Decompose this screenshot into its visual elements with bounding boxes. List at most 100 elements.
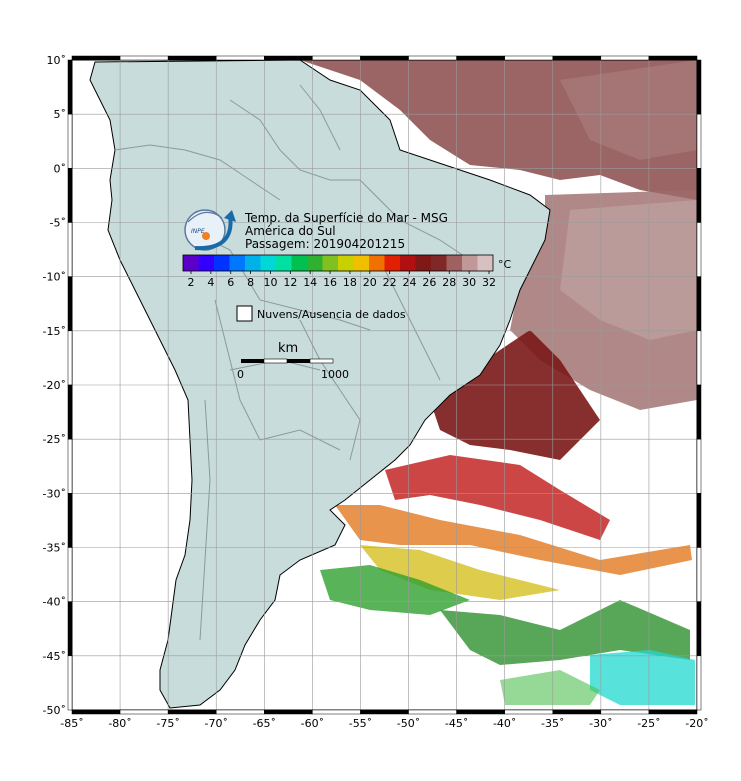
x-tick-label: -35˚ bbox=[541, 717, 564, 730]
colorbar-tick-label: 10 bbox=[263, 276, 277, 289]
frame-bar-bottom bbox=[456, 709, 505, 715]
inpe-logo: INPE bbox=[184, 209, 236, 251]
frame-bar-left bbox=[67, 276, 73, 332]
sst-patch-cyan bbox=[590, 650, 695, 705]
frame-bar-right bbox=[696, 384, 702, 440]
frame-bar-top bbox=[167, 55, 217, 61]
frame-bar-bottom bbox=[312, 709, 361, 715]
colorbar-tick-label: 4 bbox=[207, 276, 214, 289]
y-tick-label: -30˚ bbox=[43, 487, 66, 500]
frame-bar-bottom bbox=[600, 709, 650, 715]
colorbar: 2 4 6 8 10 12 14 16 18 20 22 24 26 28 30 32 °C bbox=[182, 254, 512, 289]
colorbar-tick-label: 12 bbox=[283, 276, 297, 289]
colorbar-ticks: 2 4 6 8 10 12 14 16 18 20 22 24 26 28 30 32 bbox=[188, 271, 496, 289]
colorbar-swatch bbox=[338, 255, 354, 271]
colorbar-swatch bbox=[183, 255, 199, 271]
y-tick-label: 0˚ bbox=[54, 162, 67, 175]
frame-bar-left bbox=[67, 384, 73, 440]
y-tick-label: -20˚ bbox=[43, 379, 66, 392]
colorbar-swatch bbox=[353, 255, 370, 271]
logo-arrow bbox=[224, 210, 236, 222]
frame-bar-bottom bbox=[648, 709, 698, 715]
x-tick-label: -75˚ bbox=[156, 717, 179, 730]
frame-bar-right bbox=[696, 330, 702, 386]
frame-bar-right bbox=[696, 222, 702, 277]
scale-unit: km bbox=[278, 341, 298, 356]
scale-start: 0 bbox=[237, 368, 244, 381]
frame-bar-right bbox=[696, 547, 702, 602]
colorbar-unit: °C bbox=[498, 258, 512, 271]
title-line-2: América do Sul bbox=[245, 224, 336, 238]
frame-bar-top bbox=[648, 55, 698, 61]
y-axis-labels: 10˚ 5˚ 0˚ -5˚ -10˚ -15˚ -20˚ -25˚ -30˚ -35˚ -40˚ -4… bbox=[43, 54, 66, 717]
x-tick-label: -60˚ bbox=[301, 717, 324, 730]
frame-bar-bottom bbox=[360, 709, 409, 715]
frame-bar-left bbox=[67, 493, 73, 548]
sst-patch-yellow bbox=[360, 545, 560, 600]
no-data-label: Nuvens/Ausencia de dados bbox=[257, 308, 406, 321]
y-tick-label: -45˚ bbox=[43, 650, 66, 663]
x-tick-label: -20˚ bbox=[685, 717, 708, 730]
colorbar-tick-label: 6 bbox=[227, 276, 234, 289]
logo-text: INPE bbox=[191, 228, 205, 235]
frame-bar-bottom bbox=[552, 709, 602, 715]
frame-bar-left bbox=[67, 113, 73, 169]
colorbar-tick-label: 30 bbox=[462, 276, 476, 289]
scale-bar-black-1 bbox=[241, 359, 264, 363]
colorbar-swatch bbox=[322, 255, 339, 271]
y-tick-label: -5˚ bbox=[50, 217, 66, 230]
colorbar-swatch bbox=[307, 255, 323, 271]
scale-bar: km 0 1000 bbox=[237, 341, 349, 381]
y-tick-label: -10˚ bbox=[43, 271, 66, 284]
frame-bar-left bbox=[67, 655, 73, 711]
frame-bar-top bbox=[408, 55, 457, 61]
colorbar-swatch bbox=[276, 255, 292, 271]
title-line-3: Passagem: 201904201215 bbox=[245, 237, 405, 251]
frame-bar-bottom bbox=[167, 709, 217, 715]
colorbar-swatch bbox=[369, 255, 385, 271]
colorbar-tick-label: 28 bbox=[442, 276, 456, 289]
frame-bar-left bbox=[67, 168, 73, 223]
frame-bar-right bbox=[696, 113, 702, 169]
logo-arc bbox=[187, 211, 223, 223]
y-tick-label: -25˚ bbox=[43, 433, 66, 446]
frame-bar-top bbox=[215, 55, 265, 61]
y-tick-label: -15˚ bbox=[43, 325, 66, 338]
frame-bar-top bbox=[600, 55, 650, 61]
frame-bar-top bbox=[456, 55, 505, 61]
sst-patch-red bbox=[385, 455, 610, 540]
colorbar-tick-label: 32 bbox=[482, 276, 496, 289]
x-tick-label: -85˚ bbox=[60, 717, 83, 730]
colorbar-swatch bbox=[415, 255, 432, 271]
scale-end: 1000 bbox=[321, 368, 349, 381]
colorbar-swatch bbox=[198, 255, 215, 271]
scale-bar-white-2 bbox=[309, 358, 334, 364]
frame-bar-top bbox=[504, 55, 554, 61]
frame-bar-top bbox=[552, 55, 602, 61]
frame-bar-bottom bbox=[215, 709, 265, 715]
colorbar-tick-label: 8 bbox=[247, 276, 254, 289]
colorbar-swatches bbox=[183, 255, 494, 271]
colorbar-swatch bbox=[400, 255, 416, 271]
country-borders bbox=[114, 84, 471, 641]
sst-patch-green-c bbox=[500, 670, 600, 705]
frame-bar-top bbox=[264, 55, 313, 61]
colorbar-tick-label: 2 bbox=[188, 276, 195, 289]
y-tick-label: -35˚ bbox=[43, 542, 66, 555]
x-tick-label: -40˚ bbox=[493, 717, 516, 730]
logo-swoosh bbox=[194, 214, 233, 251]
colorbar-swatch bbox=[462, 255, 478, 271]
colorbar-swatch bbox=[214, 255, 230, 271]
scale-bar-white-1 bbox=[263, 358, 288, 364]
colorbar-tick-label: 16 bbox=[323, 276, 337, 289]
scale-bar-black-2 bbox=[287, 359, 310, 363]
sst-patch-se bbox=[430, 330, 600, 460]
frame-bar-right bbox=[696, 493, 702, 548]
colorbar-swatch bbox=[229, 255, 246, 271]
x-tick-label: -65˚ bbox=[253, 717, 276, 730]
x-tick-label: -55˚ bbox=[349, 717, 372, 730]
colorbar-tick-label: 14 bbox=[303, 276, 317, 289]
title-line-1: Temp. da Superfície do Mar - MSG bbox=[244, 211, 448, 225]
graticule bbox=[72, 60, 697, 710]
colorbar-outline bbox=[182, 254, 494, 272]
